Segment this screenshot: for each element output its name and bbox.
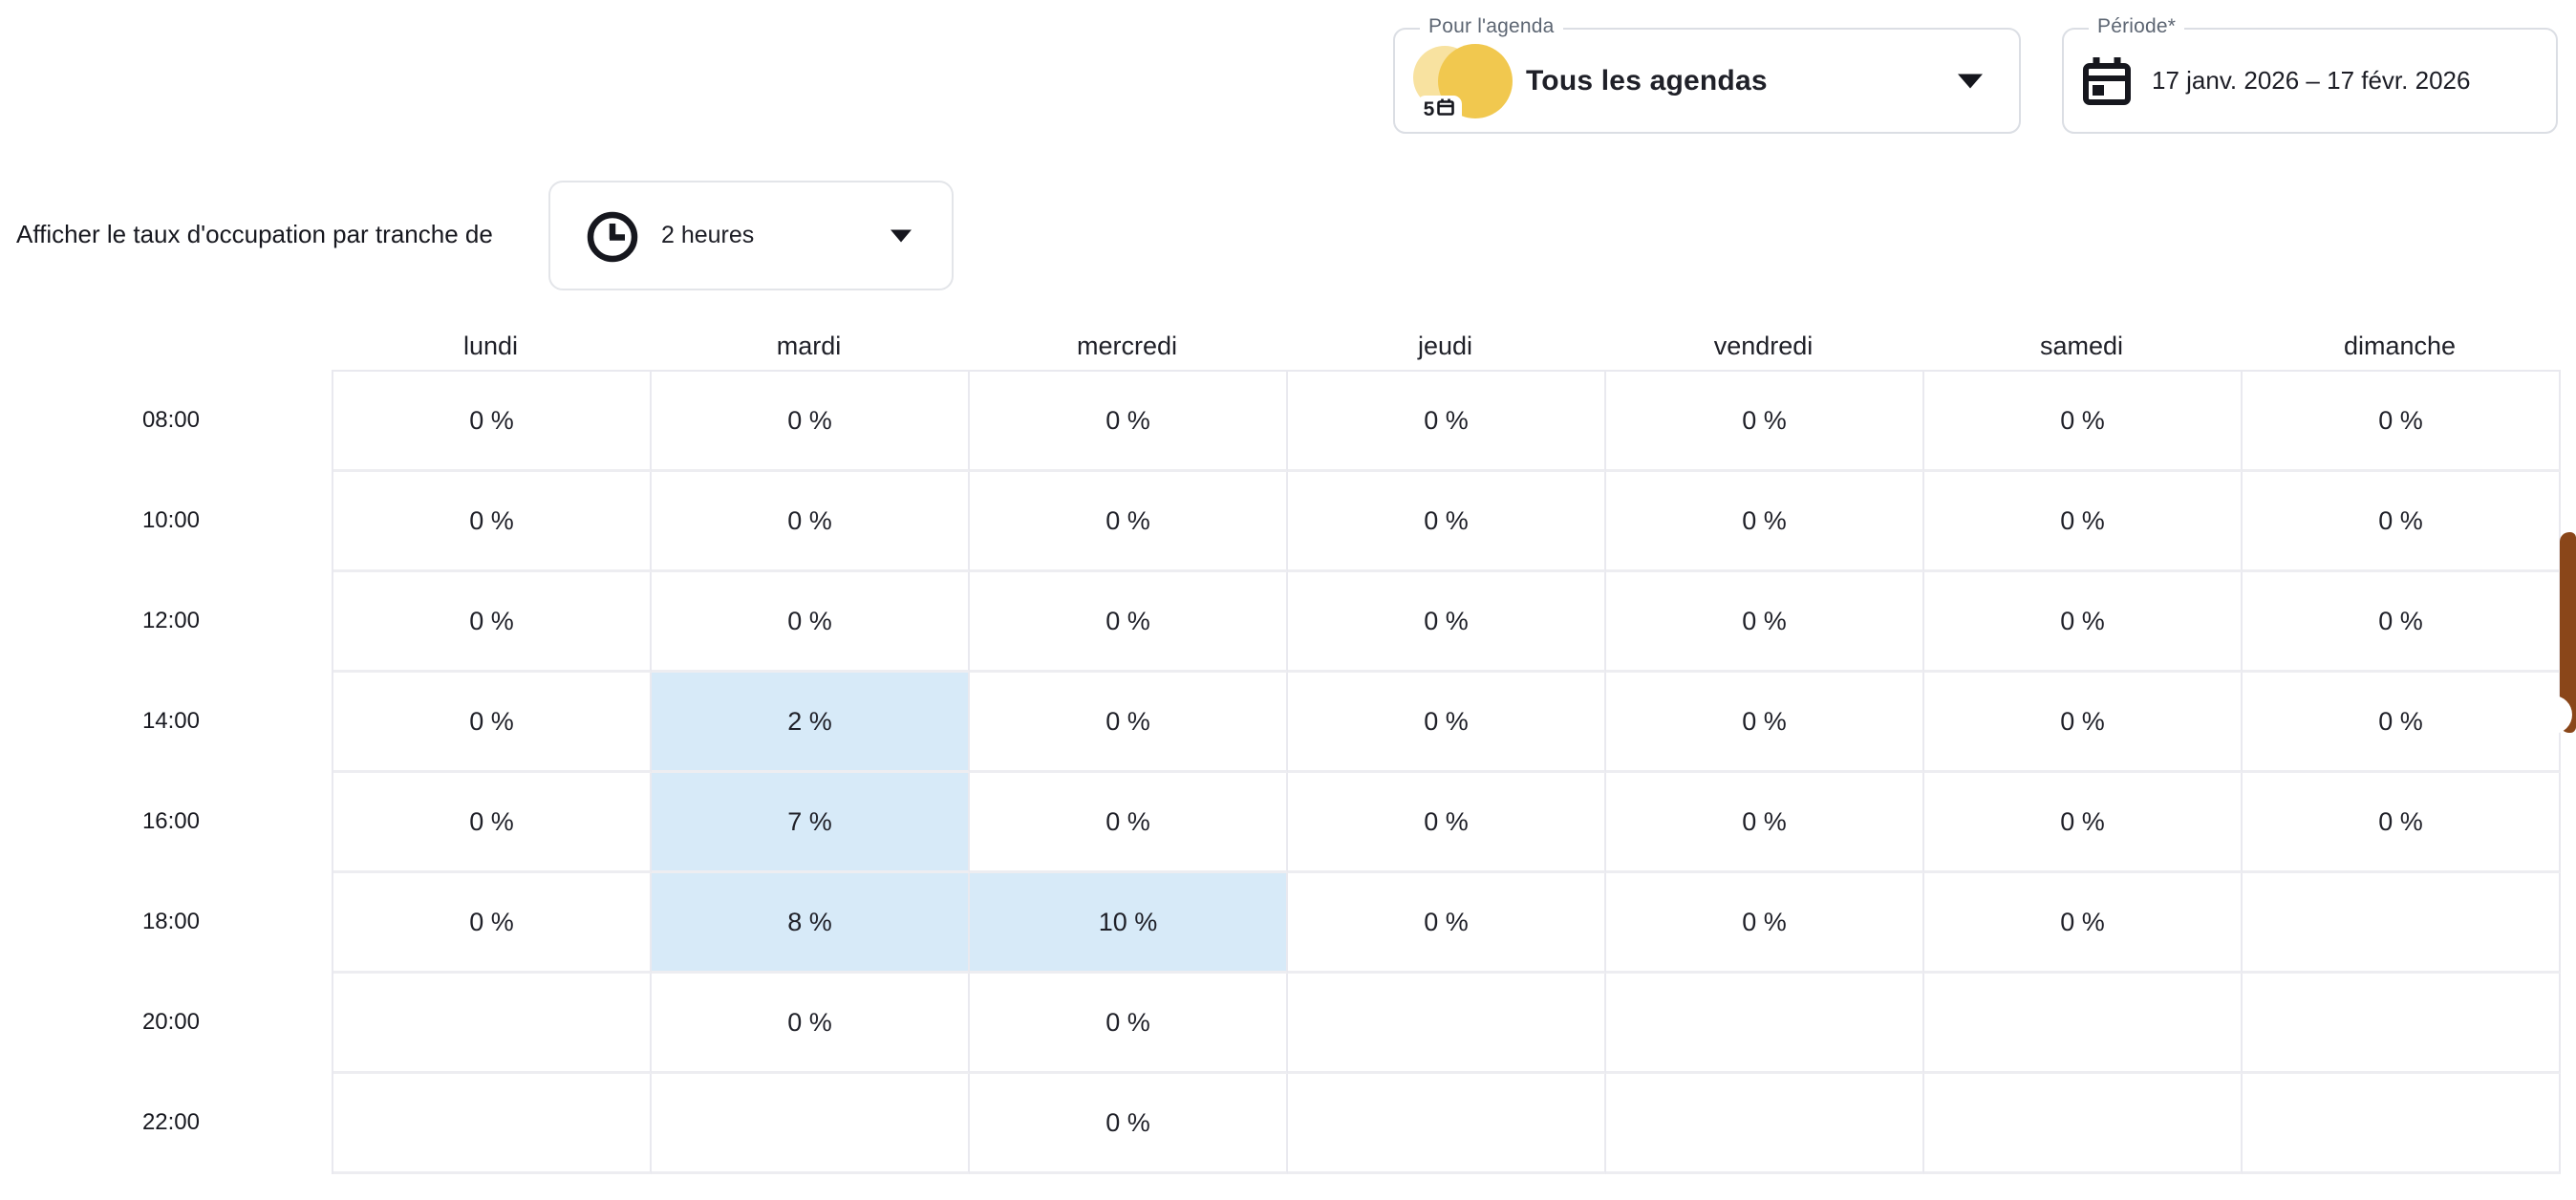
occupancy-cell: 0 % bbox=[1606, 372, 1924, 472]
occupancy-cell bbox=[2243, 873, 2561, 974]
time-label: 20:00 bbox=[141, 1008, 200, 1035]
occupancy-cell: 0 % bbox=[1606, 873, 1924, 974]
occupancy-cell bbox=[1606, 974, 1924, 1074]
occupancy-cell: 0 % bbox=[1924, 773, 2243, 873]
occupancy-cell: 0 % bbox=[1924, 472, 2243, 572]
occupancy-cell: 0 % bbox=[652, 572, 970, 673]
occupancy-cell bbox=[2243, 1074, 2561, 1174]
occupancy-cell: 0 % bbox=[333, 372, 652, 472]
column-header-mercredi: mercredi bbox=[1076, 331, 1178, 360]
time-label: 12:00 bbox=[141, 607, 200, 633]
occupancy-cell: 0 % bbox=[970, 974, 1288, 1074]
granularity-value: 2 heures bbox=[661, 222, 755, 248]
occupancy-cell: 0 % bbox=[2243, 572, 2561, 673]
occupancy-cell: 0 % bbox=[333, 773, 652, 873]
occupancy-cell: 0 % bbox=[970, 372, 1288, 472]
occupancy-cell bbox=[1606, 1074, 1924, 1174]
occupancy-cell: 8 % bbox=[652, 873, 970, 974]
occupancy-cell: 0 % bbox=[652, 372, 970, 472]
occupancy-cell: 0 % bbox=[1288, 773, 1606, 873]
granularity-select[interactable]: 2 heures bbox=[548, 181, 954, 290]
occupancy-cell: 0 % bbox=[1606, 673, 1924, 773]
time-label: 08:00 bbox=[141, 406, 200, 433]
time-label-column: 08:00 10:00 12:00 14:00 16:00 18:00 20:00 22:00 bbox=[141, 370, 200, 1172]
agenda-count: 5 bbox=[1423, 97, 1435, 120]
occupancy-cell: 0 % bbox=[333, 873, 652, 974]
agenda-select[interactable]: Pour l'agenda 5 Tous les agendas bbox=[1393, 15, 2021, 134]
granularity-label: Afficher le taux d'occupation par tranch… bbox=[16, 219, 493, 248]
occupancy-cell: 10 % bbox=[970, 873, 1288, 974]
occupancy-cell: 0 % bbox=[2243, 773, 2561, 873]
occupancy-cell: 0 % bbox=[970, 1074, 1288, 1174]
column-header-vendredi: vendredi bbox=[1713, 331, 1814, 360]
time-label: 16:00 bbox=[141, 807, 200, 834]
occupancy-cell: 0 % bbox=[1606, 773, 1924, 873]
agenda-select-label: Pour l'agenda bbox=[1420, 15, 1563, 38]
occupancy-cell bbox=[1924, 1074, 2243, 1174]
occupancy-cell: 2 % bbox=[652, 673, 970, 773]
occupancy-cell: 0 % bbox=[1924, 572, 2243, 673]
occupancy-cell bbox=[333, 974, 652, 1074]
occupancy-cell: 0 % bbox=[2243, 472, 2561, 572]
periode-label: Période* bbox=[2089, 15, 2185, 38]
time-label: 14:00 bbox=[141, 707, 200, 734]
occupancy-cell bbox=[1924, 974, 2243, 1074]
occupancy-cell: 0 % bbox=[1288, 372, 1606, 472]
occupancy-cell bbox=[1288, 1074, 1606, 1174]
occupancy-cell: 0 % bbox=[970, 572, 1288, 673]
occupancy-cell: 0 % bbox=[652, 974, 970, 1074]
occupancy-cell: 0 % bbox=[970, 773, 1288, 873]
time-label: 18:00 bbox=[141, 908, 200, 934]
chevron-down-icon bbox=[891, 229, 912, 242]
occupancy-cell bbox=[2243, 974, 2561, 1074]
agenda-selected-value: Tous les agendas bbox=[1526, 64, 1768, 96]
occupancy-cell bbox=[333, 1074, 652, 1174]
occupancy-cell: 0 % bbox=[1606, 572, 1924, 673]
agenda-avatar: 5 bbox=[1413, 44, 1520, 123]
agenda-count-badge: 5 bbox=[1417, 96, 1462, 123]
calendar-mini-icon bbox=[1436, 97, 1455, 122]
occupancy-cell: 0 % bbox=[2243, 372, 2561, 472]
occupancy-cell bbox=[652, 1074, 970, 1174]
occupancy-cell: 0 % bbox=[1606, 472, 1924, 572]
scrollbar-notch bbox=[2534, 696, 2572, 734]
column-header-dimanche: dimanche bbox=[2343, 331, 2457, 360]
occupancy-cell: 0 % bbox=[333, 472, 652, 572]
column-header-mardi: mardi bbox=[776, 331, 842, 360]
periode-field[interactable]: Période* 17 janv. 2026 – 17 févr. 2026 bbox=[2062, 15, 2558, 134]
occupancy-cell: 0 % bbox=[1288, 572, 1606, 673]
day-header-row: lundi mardi mercredi jeudi vendredi samedi dim… bbox=[332, 326, 2559, 366]
column-header-jeudi: jeudi bbox=[1417, 331, 1473, 360]
occupancy-cell: 0 % bbox=[652, 472, 970, 572]
scrollbar-thumb[interactable] bbox=[2560, 532, 2576, 733]
column-header-lundi: lundi bbox=[462, 331, 519, 360]
clock-icon bbox=[585, 209, 640, 269]
column-header-samedi: samedi bbox=[2039, 331, 2124, 360]
occupancy-cell: 0 % bbox=[1924, 673, 2243, 773]
occupancy-cell: 0 % bbox=[1924, 372, 2243, 472]
occupancy-cell bbox=[1288, 974, 1606, 1074]
occupancy-cell: 0 % bbox=[333, 673, 652, 773]
occupancy-cell: 0 % bbox=[1288, 472, 1606, 572]
time-label: 22:00 bbox=[141, 1108, 200, 1135]
occupancy-cell: 0 % bbox=[333, 572, 652, 673]
occupancy-cell: 0 % bbox=[1288, 673, 1606, 773]
chevron-down-icon bbox=[1958, 74, 1983, 88]
occupancy-cell: 0 % bbox=[970, 472, 1288, 572]
occupancy-grid: 0 % 0 % 0 % 0 % 0 % 0 % 0 % 0 % 0 % 0 % 0 % 0 % 0 % 0… bbox=[332, 370, 2561, 1174]
periode-value: 17 janv. 2026 – 17 févr. 2026 bbox=[2152, 66, 2471, 95]
occupancy-cell: 0 % bbox=[1288, 873, 1606, 974]
occupancy-cell: 7 % bbox=[652, 773, 970, 873]
occupancy-cell: 0 % bbox=[1924, 873, 2243, 974]
calendar-icon bbox=[2079, 54, 2135, 113]
occupancy-cell: 0 % bbox=[970, 673, 1288, 773]
occupancy-cell: 0 % bbox=[2243, 673, 2561, 773]
time-label: 10:00 bbox=[141, 506, 200, 533]
